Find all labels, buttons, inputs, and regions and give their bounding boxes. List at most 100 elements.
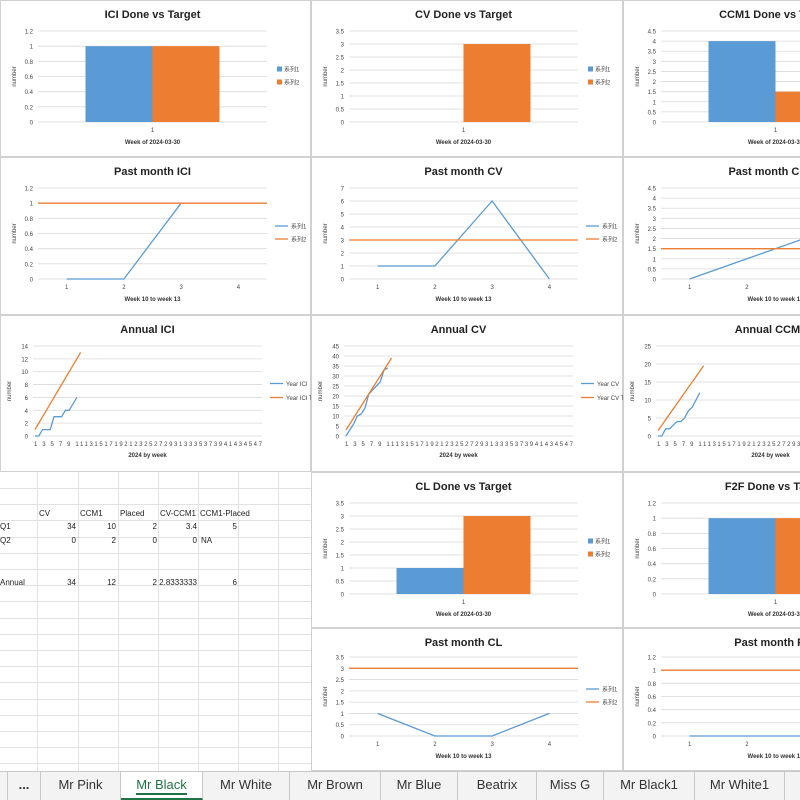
tab-scroll-left[interactable] [0, 772, 8, 800]
y-tick-label: 4.5 [648, 30, 657, 36]
x-tick-label: 1 [774, 600, 778, 606]
y-tick-label: 3 [341, 239, 345, 245]
y-tick-label: 2.5 [336, 528, 345, 534]
sheet-tab[interactable]: ... [8, 772, 41, 800]
y-tick-label: 1.5 [336, 82, 345, 88]
sheet-tab[interactable]: Mr White1 [695, 772, 785, 800]
y-tick-label: 2.5 [648, 70, 657, 76]
y-tick-label: 3.5 [336, 656, 345, 662]
y-tick-label: 0 [25, 435, 29, 441]
y-tick-label: 0.5 [336, 723, 345, 729]
y-tick-label: 1.2 [25, 187, 34, 193]
legend-entry: 系列2 [291, 236, 307, 244]
chart-past-month-ici[interactable]: Past month ICI 0 0.2 0.4 0.6 0.8 1 1.2 number Wee… [0, 157, 311, 315]
y-tick-label: 3.5 [336, 502, 345, 508]
legend-entry: Year CV [597, 382, 619, 388]
chart-ccm1-done-vs-target[interactable]: CCM1 Done vs Target 0 0.5 1 1.5 2 2.5 3 3.5 4 4.5 n… [623, 0, 800, 157]
legend-entry: Year CV Target [597, 396, 624, 402]
sheet-tab[interactable]: Mr Black [121, 772, 203, 800]
chart-cv-done-vs-target[interactable]: CV Done vs Target 0 0.5 1 1.5 2 2.5 3 3.5 number W… [311, 0, 623, 157]
bar-1 [85, 46, 153, 122]
chart-title: CL Done vs Target [415, 481, 512, 493]
bar-1 [708, 41, 776, 122]
chart-f2f-done-vs-target[interactable]: F2F Done vs Target 0 0.2 0.4 0.6 0.8 1 1.2 numbe… [623, 472, 800, 628]
chart-svg: Annual CV 0 5 10 15 20 25 30 35 40 45 number 2024 by… [318, 324, 624, 459]
y-tick-label: 10 [21, 370, 28, 376]
chart-past-month-cv[interactable]: Past month CV 0 1 2 3 4 5 6 7 number Week 10 to we… [311, 157, 623, 315]
y-axis-label: number [12, 223, 18, 243]
x-tick-label: 3 [490, 285, 494, 291]
table-row-label: Q1 [0, 522, 11, 531]
y-tick-label: 0.4 [25, 247, 34, 253]
y-tick-label: 1.5 [648, 247, 657, 253]
y-tick-label: 25 [644, 345, 651, 351]
table-cell: 3.4 [185, 522, 197, 531]
x-tick-labels: 1 3 5 7 9 111315171921232527293133353739… [657, 442, 800, 448]
y-tick-label: 0.2 [25, 262, 34, 268]
x-axis-label: 2024 by week [439, 453, 478, 459]
y-tick-label: 3 [653, 217, 657, 223]
sheet-tab-label: Mr Black [136, 777, 187, 795]
y-tick-label: 0 [653, 278, 657, 284]
x-tick-label: 1 [65, 285, 69, 291]
chart-annual-ccm1[interactable]: Annual CCM1 0 5 10 15 20 25 number 2024 by week 1… [623, 315, 800, 472]
sheet-tab[interactable]: Mr Blue [381, 772, 458, 800]
worksheet[interactable]: CV CCM1 Placed CV-CCM1 CCM1-Placed Q1 34 10 2 3.4… [0, 0, 800, 771]
y-tick-label: 0.5 [336, 580, 345, 586]
x-tick-label: 2 [745, 742, 749, 748]
x-axis-label: Week 10 to week 13 [436, 297, 493, 303]
chart-title: Past month ICI [114, 166, 191, 178]
sheet-tab[interactable]: Mr Pink [41, 772, 121, 800]
chart-svg: Past month CV 0 1 2 3 4 5 6 7 number Week 10 to we… [323, 166, 618, 303]
chart-past-month-f2f[interactable]: Past month F2F 0 0.2 0.4 0.6 0.8 1 1.2 number Wee… [623, 628, 800, 771]
sheet-tab[interactable]: Miss G [537, 772, 604, 800]
chart-cl-done-vs-target[interactable]: CL Done vs Target 0 0.5 1 1.5 2 2.5 3 3.5 number W… [311, 472, 623, 628]
y-tick-label: 8 [25, 383, 29, 389]
y-tick-label: 1 [341, 712, 345, 718]
chart-title: Past month CL [425, 637, 503, 649]
y-axis-label: number [635, 538, 641, 558]
y-tick-label: 0.8 [648, 532, 657, 538]
x-axis-label: Week of 2024-03-30 [748, 612, 800, 618]
x-tick-labels: 1 3 5 7 9 111315171921232527293133353739… [345, 442, 574, 448]
y-tick-label: 25 [332, 385, 339, 391]
chart-ici-done-vs-target[interactable]: ICI Done vs Target 0 0.2 0.4 0.6 0.8 1 1.2 numbe… [0, 0, 311, 157]
chart-annual-cv[interactable]: Annual CV 0 5 10 15 20 25 30 35 40 45 number 2024 by… [311, 315, 624, 472]
table-cell: 6 [232, 578, 237, 587]
chart-annual-ici[interactable]: Annual ICI 0 2 4 6 8 10 12 14 number 2024 by week 1… [0, 315, 312, 472]
chart-svg: Past month ICI 0 0.2 0.4 0.6 0.8 1 1.2 number Wee… [12, 166, 307, 303]
y-tick-label: 45 [332, 345, 339, 351]
y-tick-label: 1 [653, 517, 657, 523]
table-cell: 0 [192, 536, 197, 545]
y-axis-label: number [7, 381, 13, 401]
sheet-tab[interactable]: Mr White [203, 772, 290, 800]
sheet-tab[interactable]: Mr Black1 [604, 772, 695, 800]
x-tick-label: 2 [122, 285, 126, 291]
table-cell: 2.8333333 [159, 578, 197, 587]
chart-title: Annual CV [431, 324, 487, 336]
y-tick-label: 5 [648, 417, 652, 423]
y-tick-label: 6 [25, 396, 29, 402]
table-header: CV-CCM1 [160, 509, 197, 518]
x-axis-label: Week of 2024-03-30 [436, 612, 492, 618]
x-tick-label: 4 [548, 742, 552, 748]
x-tick-label: 1 [688, 742, 692, 748]
table-row-label: Q2 [0, 536, 11, 545]
chart-past-month-ccm1[interactable]: Past month CCM1 0 0.5 1 1.5 2 2.5 3 3.5 4 4.5 numbe… [623, 157, 800, 315]
sheet-tab[interactable]: Mr Brown [290, 772, 381, 800]
y-tick-label: 0 [653, 735, 657, 741]
table-header: Placed [120, 509, 145, 518]
y-tick-label: 14 [21, 345, 28, 351]
table-row-label: Annual [0, 578, 25, 587]
series-line-2 [345, 357, 393, 431]
chart-past-month-cl[interactable]: Past month CL 0 0.5 1 1.5 2 2.5 3 3.5 number Week … [311, 628, 623, 771]
sheet-tab-bar: ... Mr Pink Mr Black Mr White Mr Brown Mr Blu… [0, 771, 800, 800]
legend-entry: 系列2 [284, 79, 300, 87]
y-tick-label: 3 [341, 667, 345, 673]
bar-2 [775, 518, 800, 594]
chart-svg: CV Done vs Target 0 0.5 1 1.5 2 2.5 3 3.5 number W… [323, 9, 611, 146]
chart-svg: Past month CCM1 0 0.5 1 1.5 2 2.5 3 3.5 4 4.5 numbe… [635, 166, 800, 303]
table-cell: 0 [71, 536, 76, 545]
y-tick-label: 2 [25, 422, 29, 428]
sheet-tab[interactable]: Beatrix [458, 772, 537, 800]
